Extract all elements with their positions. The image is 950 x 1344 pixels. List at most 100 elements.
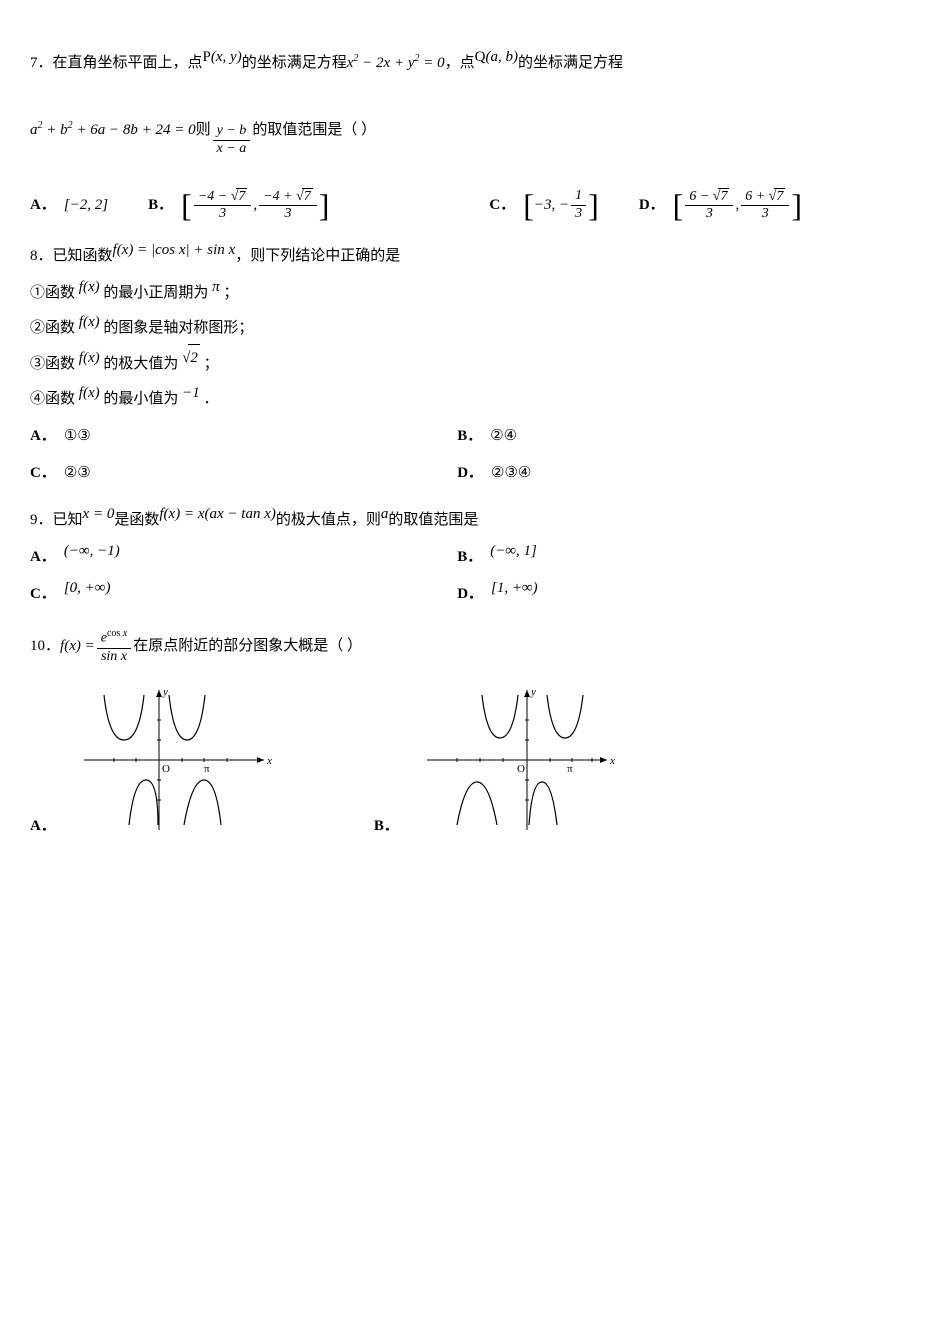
q9-options: A． (−∞, −1) B． (−∞, 1] C． [0, +∞) D． [1,… — [30, 544, 920, 608]
q7-d-value: [ 6 − √73 , 6 + √73 ] — [673, 188, 802, 224]
q8-b-value: ②④ — [490, 423, 517, 450]
q9-number: 9． — [30, 507, 53, 534]
q8-s3-sqrt2: √2 — [182, 350, 200, 366]
q10-line1: 10． f(x) = ecos x sin x 在原点附近的部分图象大概是（ ） — [30, 628, 920, 665]
q9-b-value: (−∞, 1] — [490, 538, 537, 565]
q8-option-b: B． ②④ — [457, 423, 884, 450]
q8-s2-pre: ②函数 — [30, 320, 75, 336]
opt-label-d: D． — [457, 581, 483, 608]
q8-s3-end: ； — [204, 356, 219, 372]
q7-options: A． [−2, 2] B． [ −4 − √73 , −4 + √73 ] C．… — [30, 188, 920, 224]
q10-fx-lhs: f(x) = — [60, 633, 95, 660]
q10-number: 10． — [30, 633, 60, 660]
q8-s3-pre: ③函数 — [30, 356, 75, 372]
q9-x0: x = 0 — [83, 501, 115, 528]
q7-text3: ，点 — [445, 50, 475, 77]
q8-s1-pi: π — [212, 279, 220, 295]
opt-label-b: B． — [457, 423, 482, 450]
opt-label-c: C． — [30, 581, 56, 608]
q7-option-c: C． [ −3, − 13 ] — [489, 188, 598, 223]
q7-c-value: [ −3, − 13 ] — [523, 188, 599, 223]
q8-a-value: ①③ — [64, 423, 91, 450]
q7-number: 7． — [30, 50, 53, 77]
q9-d-value: [1, +∞) — [491, 575, 538, 602]
q8-option-d: D． ②③④ — [457, 460, 884, 487]
opt-label-c: C． — [489, 192, 515, 219]
q8-s3-post: 的极大值为 — [103, 356, 178, 372]
q8-text1: 已知函数 — [53, 243, 113, 270]
q10-frac: ecos x sin x — [97, 628, 132, 665]
q9-c-value: [0, +∞) — [64, 575, 111, 602]
q8-statement1: ①函数 f(x) 的最小正周期为 π ； — [30, 280, 920, 307]
q8-number: 8． — [30, 243, 53, 270]
q9-a: a — [381, 501, 389, 528]
q8-s1-post: 的最小正周期为 — [103, 285, 208, 301]
opt-label-b: B． — [457, 544, 482, 571]
q7-text5: 则 — [196, 117, 211, 144]
opt-label-a: A． — [30, 192, 56, 219]
svg-text:π: π — [567, 763, 573, 775]
svg-text:π: π — [204, 763, 210, 775]
q10-option-b: B． x y O π — [374, 680, 617, 840]
q8-text2: ，则下列结论中正确的是 — [235, 243, 400, 270]
q8-s1-end: ； — [223, 285, 238, 301]
q8-s2-fx: f(x) — [79, 314, 100, 330]
q10-option-a: A． x y O π — [30, 680, 274, 840]
opt-label-b: B． — [148, 192, 173, 219]
opt-label-d: D． — [457, 460, 483, 487]
q10-text1: 在原点附近的部分图象大概是（ ） — [133, 633, 362, 660]
q8-statement3: ③函数 f(x) 的极大值为 √2 ； — [30, 350, 920, 378]
q10-frac-den: sin x — [97, 649, 131, 666]
question-9: 9． 已知 x = 0 是函数 f(x) = x(ax − tan x) 的极大… — [30, 507, 920, 608]
q7-text4: 的坐标满足方程 — [518, 50, 623, 77]
q7-frac-num: y − b — [213, 123, 251, 141]
opt-label-a: A． — [30, 544, 56, 571]
q7-a-value: [−2, 2] — [64, 192, 108, 219]
q9-option-a: A． (−∞, −1) — [30, 544, 457, 571]
opt-label-a: A． — [30, 423, 56, 450]
q9-line1: 9． 已知 x = 0 是函数 f(x) = x(ax − tan x) 的极大… — [30, 507, 920, 534]
q7-frac: y − b x − a — [213, 123, 251, 158]
svg-text:x: x — [609, 755, 615, 767]
q10-graph-a: x y O π — [74, 680, 274, 840]
q8-s1-pre: ①函数 — [30, 285, 75, 301]
q9-option-b: B． (−∞, 1] — [457, 544, 884, 571]
svg-text:y: y — [530, 686, 536, 698]
question-7: 7． 在直角坐标平面上，点 P(x, y) 的坐标满足方程 x2 − 2x + … — [30, 50, 920, 223]
opt-label-b: B． — [374, 813, 399, 840]
opt-label-d: D． — [639, 192, 665, 219]
q7-frac-den: x − a — [213, 141, 251, 158]
q10-graph-b: x y O π — [417, 680, 617, 840]
question-8: 8． 已知函数 f(x) = |cos x| + sin x ，则下列结论中正确… — [30, 243, 920, 487]
q9-text1: 已知 — [53, 507, 83, 534]
q7-text6: 的取值范围是（ ） — [252, 117, 376, 144]
q8-s4-pre: ④函数 — [30, 391, 75, 407]
q7-option-a: A． [−2, 2] — [30, 192, 108, 219]
q8-option-c: C． ②③ — [30, 460, 457, 487]
q8-s3-fx: f(x) — [79, 350, 100, 366]
q8-options: A． ①③ B． ②④ C． ②③ D． ②③④ — [30, 423, 920, 487]
q8-s1-fx: f(x) — [79, 279, 100, 295]
q8-option-a: A． ①③ — [30, 423, 457, 450]
svg-text:y: y — [162, 686, 168, 698]
q8-line1: 8． 已知函数 f(x) = |cos x| + sin x ，则下列结论中正确… — [30, 243, 920, 270]
q9-a-value: (−∞, −1) — [64, 538, 120, 565]
q8-s2-post: 的图象是轴对称图形； — [103, 320, 253, 336]
opt-label-c: C． — [30, 460, 56, 487]
q10-formula: f(x) = ecos x sin x — [60, 628, 133, 665]
q8-d-value: ②③④ — [491, 460, 531, 487]
opt-label-a: A． — [30, 813, 56, 840]
q9-text4: 的取值范围是 — [388, 507, 478, 534]
q7-pxy: P(x, y) — [203, 44, 242, 71]
q10-options: A． x y O π — [30, 680, 920, 840]
q7-option-d: D． [ 6 − √73 , 6 + √73 ] — [639, 188, 802, 224]
q9-option-d: D． [1, +∞) — [457, 581, 884, 608]
q7-option-b: B． [ −4 − √73 , −4 + √73 ] — [148, 188, 329, 224]
q9-option-c: C． [0, +∞) — [30, 581, 457, 608]
q9-text3: 的极大值点，则 — [276, 507, 381, 534]
q7-eq1: x2 − 2x + y2 = 0 — [347, 50, 445, 77]
q8-statement4: ④函数 f(x) 的最小值为 −1 ． — [30, 386, 920, 413]
q8-statement2: ②函数 f(x) 的图象是轴对称图形； — [30, 315, 920, 342]
q8-c-value: ②③ — [64, 460, 91, 487]
q8-fxdef: f(x) = |cos x| + sin x — [113, 237, 236, 264]
